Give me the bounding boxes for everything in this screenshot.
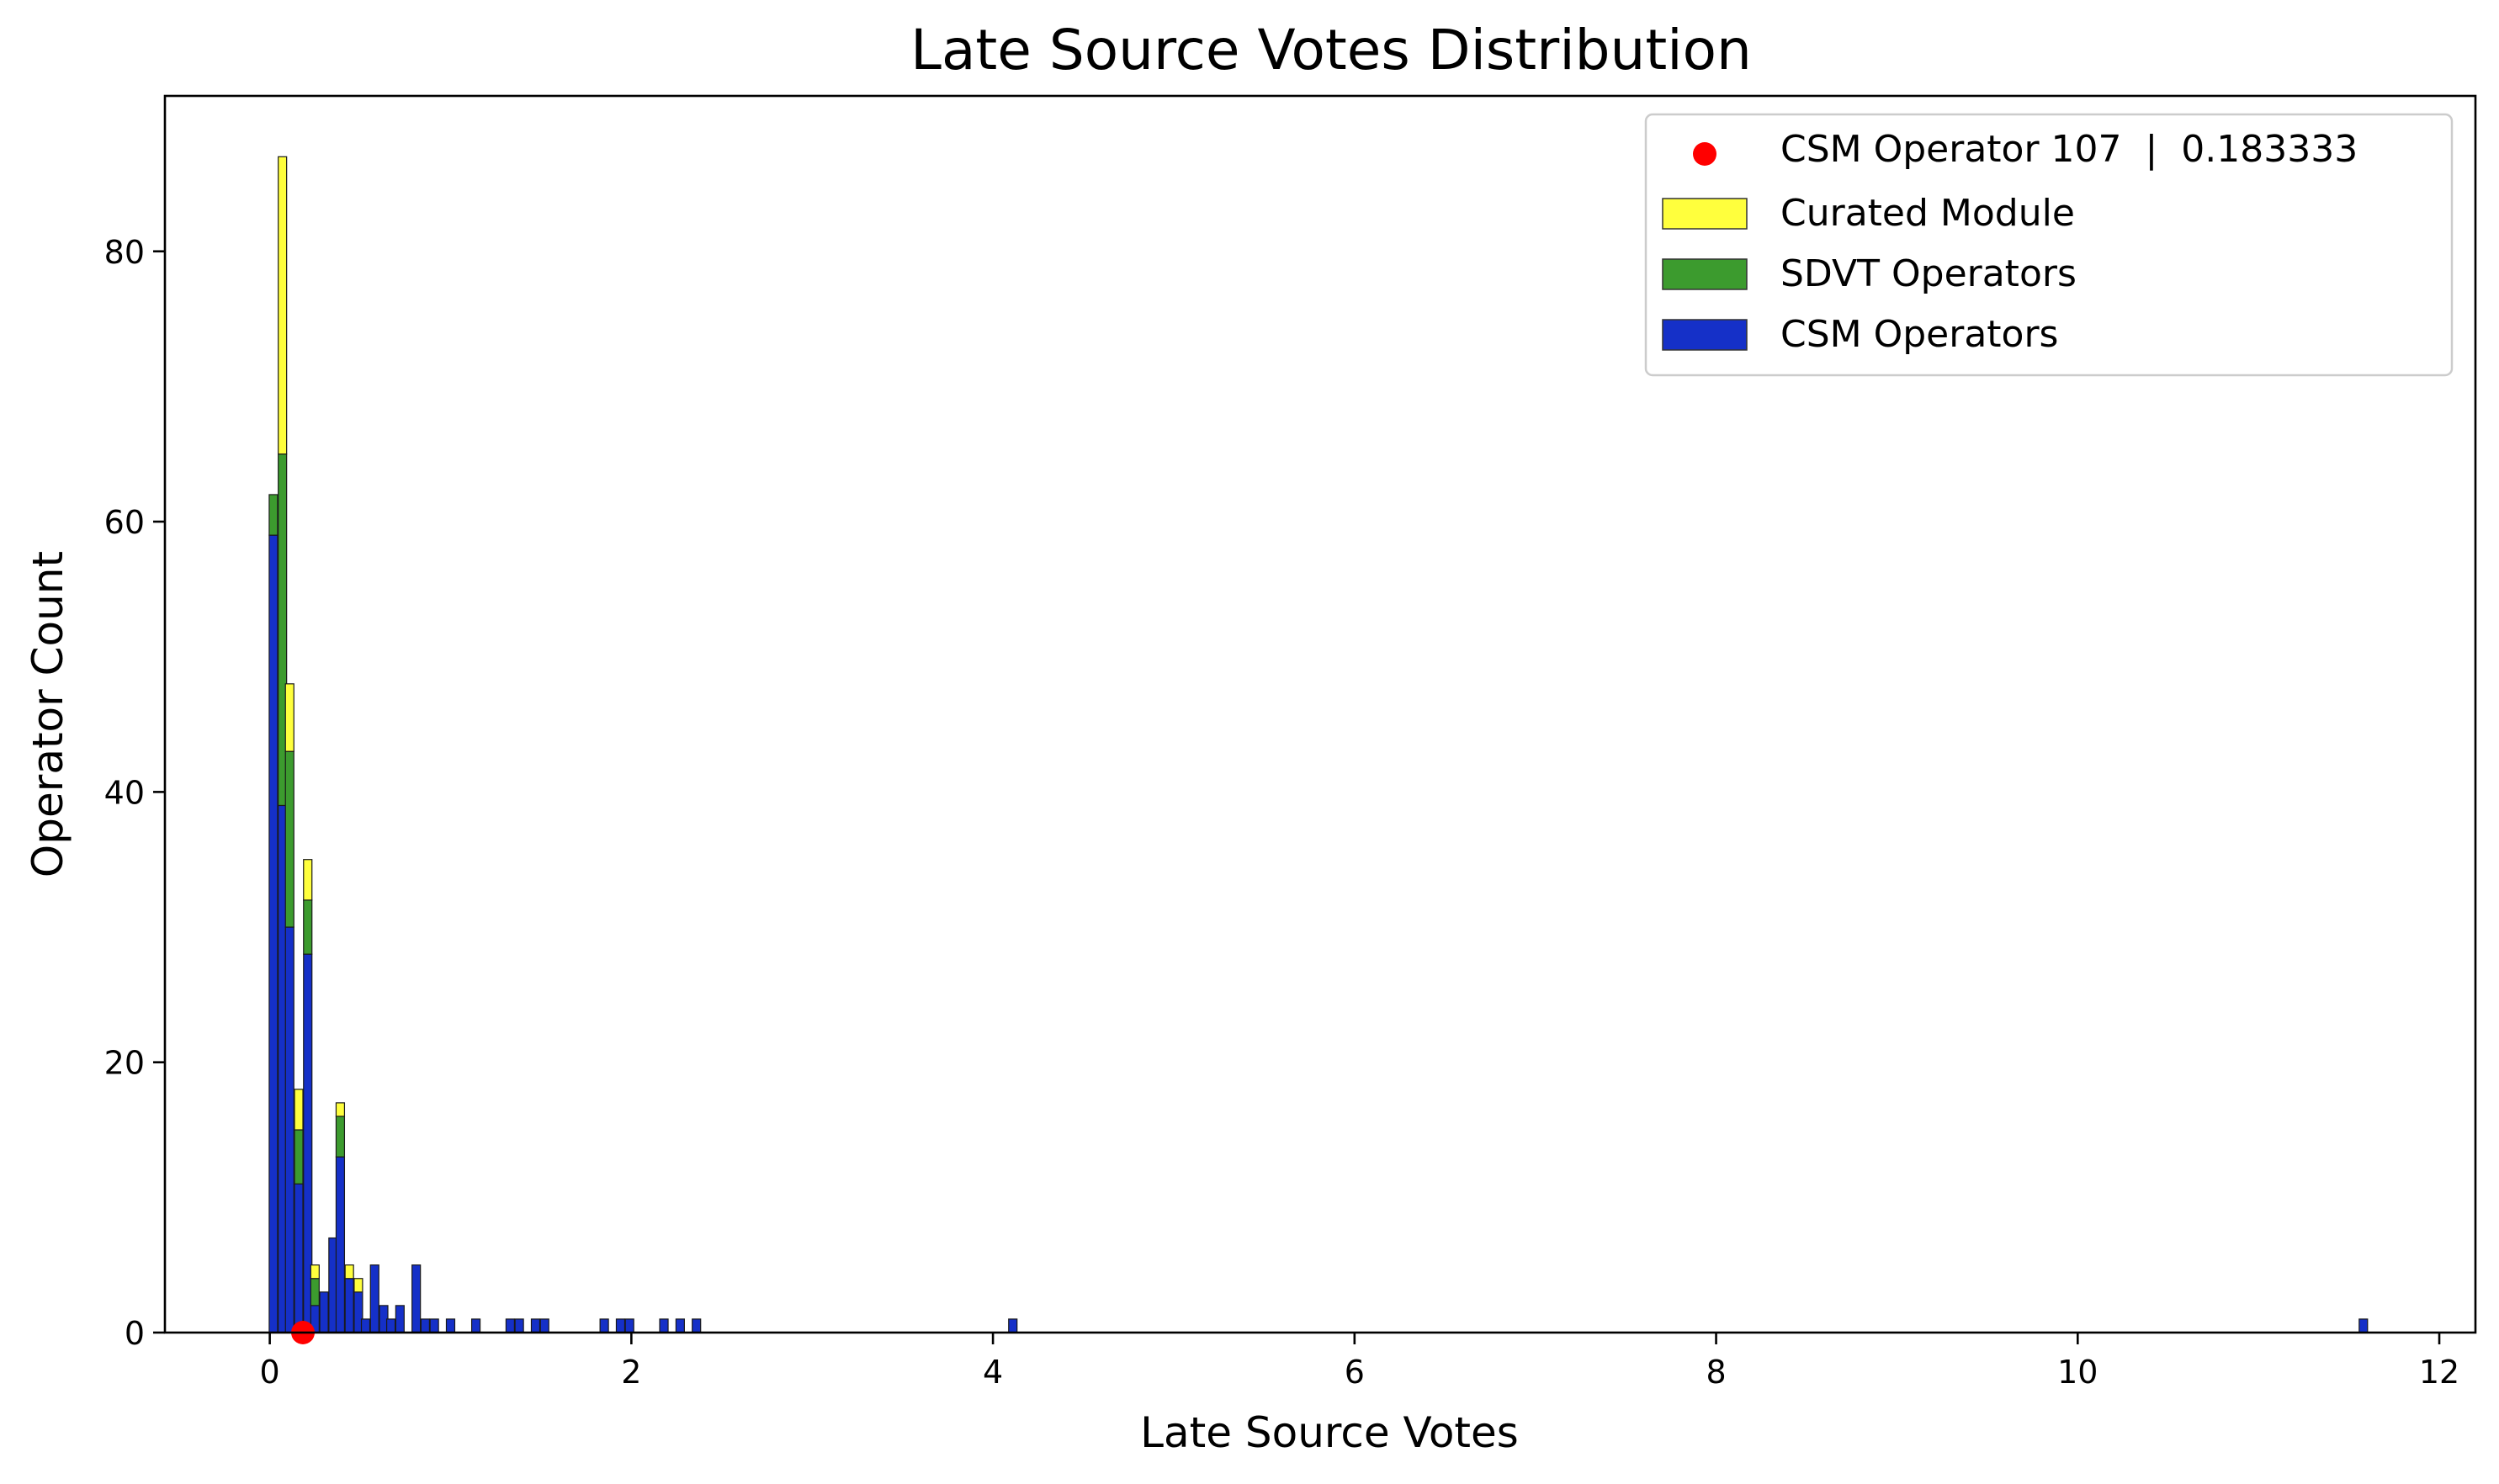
bar-csm-operators-8 — [335, 1156, 346, 1333]
bar-curated-module-2 — [294, 1089, 304, 1131]
legend-label-curated-module: Curated Module — [1780, 192, 2075, 235]
bar-curated-module-6 — [344, 1264, 354, 1280]
x-tick-label-4: 4 — [983, 1354, 1003, 1391]
bar-csm-operators-29 — [675, 1318, 685, 1333]
bar-csm-operators-23 — [530, 1318, 541, 1333]
bar-curated-module-5 — [335, 1102, 346, 1117]
y-tick-label-80: 80 — [104, 234, 145, 271]
x-axis-ticks: 0 2 4 6 8 10 12 — [260, 1333, 2459, 1391]
legend-marker-highlight — [1693, 142, 1716, 166]
bar-csm-operators-9 — [344, 1278, 354, 1333]
y-tick-label-0: 0 — [125, 1315, 145, 1352]
bar-csm-operators-25 — [599, 1318, 609, 1333]
bar-curated-module-4 — [310, 1264, 320, 1280]
legend-swatch-csm-operators — [1662, 319, 1748, 351]
bar-curated-module-1 — [284, 683, 294, 752]
bar-csm-operators-21 — [505, 1318, 515, 1333]
bar-sdvt-operators-0 — [268, 494, 279, 536]
bar-csm-operators-20 — [470, 1318, 481, 1333]
bar-csm-operators-2 — [284, 926, 294, 1333]
bar-curated-module-7 — [353, 1278, 363, 1293]
y-tick-label-60: 60 — [104, 504, 145, 541]
x-tick-label-10: 10 — [2057, 1354, 2098, 1391]
bar-csm-operators-12 — [369, 1264, 379, 1333]
bar-sdvt-operators-3 — [294, 1129, 304, 1185]
legend-label-sdvt-operators: SDVT Operators — [1780, 252, 2077, 295]
bar-csm-operators-22 — [514, 1318, 524, 1333]
bar-csm-operators-11 — [360, 1318, 371, 1333]
bar-csm-operators-18 — [429, 1318, 439, 1333]
y-axis-label: Operator Count — [24, 551, 72, 877]
bar-csm-operators-30 — [692, 1318, 702, 1333]
bar-csm-operators-27 — [624, 1318, 634, 1333]
bar-curated-module-0 — [278, 156, 288, 455]
bar-csm-operators-15 — [395, 1305, 405, 1333]
x-tick-label-0: 0 — [260, 1354, 280, 1391]
x-tick-label-6: 6 — [1345, 1354, 1365, 1391]
bar-csm-operators-28 — [659, 1318, 669, 1333]
bar-curated-module-3 — [303, 859, 313, 901]
bar-csm-operators-32 — [2358, 1318, 2369, 1333]
bar-csm-operators-14 — [385, 1318, 396, 1333]
bar-sdvt-operators-2 — [284, 750, 294, 928]
bar-csm-operators-0 — [268, 534, 279, 1333]
bar-csm-operators-3 — [294, 1183, 304, 1333]
bar-csm-operators-26 — [615, 1318, 626, 1333]
x-tick-label-8: 8 — [1706, 1354, 1726, 1391]
legend-frame — [1644, 113, 2454, 377]
bar-sdvt-operators-4 — [303, 899, 313, 955]
bar-sdvt-operators-5 — [310, 1278, 320, 1306]
bar-csm-operators-24 — [539, 1318, 549, 1333]
bar-csm-operators-31 — [1008, 1318, 1018, 1333]
bar-csm-operators-16 — [411, 1264, 422, 1333]
bar-csm-operators-19 — [445, 1318, 456, 1333]
bar-csm-operators-17 — [420, 1318, 431, 1333]
legend-swatch-sdvt-operators — [1662, 258, 1748, 290]
plot-frame — [163, 94, 2477, 1334]
x-tick-label-12: 12 — [2419, 1354, 2459, 1391]
x-axis-label: Late Source Votes — [1140, 1408, 1519, 1457]
y-axis-ticks: 0 20 40 60 80 — [104, 234, 165, 1352]
bar-csm-operators-6 — [319, 1291, 329, 1333]
y-tick-label-20: 20 — [104, 1045, 145, 1082]
bar-sdvt-operators-6 — [335, 1116, 346, 1158]
x-tick-label-2: 2 — [621, 1354, 641, 1391]
chart-title: Late Source Votes Distribution — [910, 18, 1752, 82]
legend-label-csm-operators: CSM Operators — [1780, 313, 2058, 356]
legend: CSM Operator 107 | 0.183333 Curated Modu… — [1644, 113, 2454, 377]
legend-label-highlight: CSM Operator 107 | 0.183333 — [1780, 128, 2358, 171]
legend-swatch-curated-module — [1662, 198, 1748, 230]
y-tick-label-40: 40 — [104, 774, 145, 811]
